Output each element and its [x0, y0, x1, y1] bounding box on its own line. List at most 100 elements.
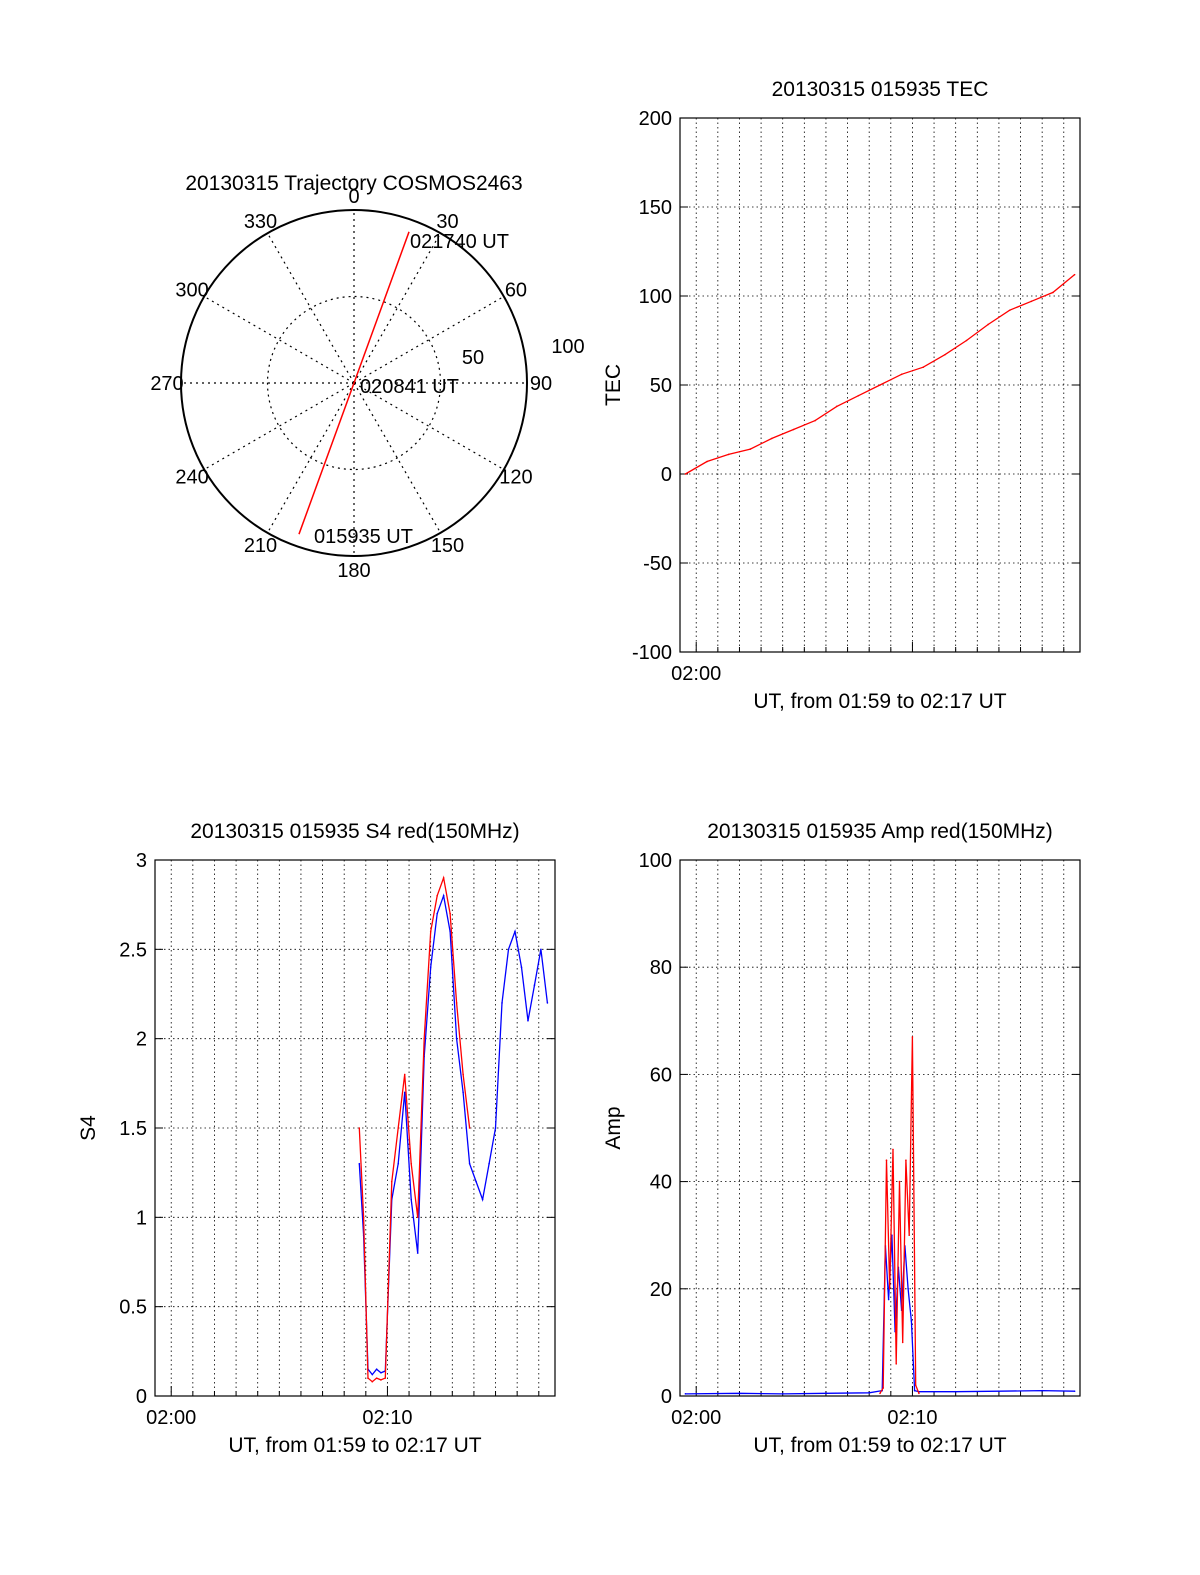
s4-data-point	[475, 1180, 477, 1183]
amp-data-point	[908, 1234, 910, 1236]
s4-series-1	[358, 875, 471, 1383]
tec-plot-frame	[679, 117, 1081, 653]
s4-grid	[155, 860, 555, 1396]
tec-ytick-label: -50	[643, 553, 672, 575]
tec-series-0	[684, 273, 1076, 475]
polar-spoke	[353, 382, 442, 534]
tec-data-point	[1030, 300, 1033, 303]
amp-data-point	[825, 1392, 827, 1395]
amp-data-point	[998, 1390, 1000, 1392]
azimuth-tick-label: 180	[337, 560, 370, 582]
amp-data-point	[738, 1392, 741, 1395]
amp-data-point	[1041, 1389, 1043, 1392]
tec-data-point	[727, 453, 730, 456]
s4-data-point	[501, 1002, 503, 1004]
s4-data-point	[397, 1162, 400, 1165]
azimuth-tick-label: 150	[431, 535, 464, 557]
s4-xlabel: UT, from 01:59 to 02:17 UT	[228, 1434, 481, 1457]
s4-ytick-label: 1	[136, 1207, 147, 1229]
s4-data-point	[375, 1368, 378, 1370]
polar-spoke	[203, 382, 355, 471]
s4-data-point	[358, 1162, 361, 1165]
s4-data-point	[436, 912, 438, 915]
azimuth-tick-label: 270	[150, 373, 183, 395]
polar-spoke	[266, 232, 355, 384]
s4-data-point	[384, 1377, 387, 1379]
tec-chart: 20130315 015935 TEC 200 150 100 50 0 -50 -10002…	[602, 78, 1081, 713]
s4-data-point	[514, 930, 516, 933]
polar-spoke	[353, 382, 505, 471]
amp-data-point	[954, 1390, 957, 1393]
satellite-track	[298, 231, 410, 535]
tec-data-point	[684, 473, 687, 475]
s4-data-point	[481, 1198, 484, 1201]
s4-data-point	[362, 1216, 365, 1219]
tec-ytick-label: 50	[650, 375, 672, 397]
s4-ytick-label: 0.5	[119, 1297, 147, 1319]
amp-series-0	[684, 1234, 1076, 1395]
s4-data-point	[436, 894, 438, 897]
azimuth-tick-label: 0	[348, 186, 359, 208]
amp-ytick-label: 20	[650, 1279, 672, 1301]
tec-xtick-label: 02:00	[671, 663, 721, 685]
tec-data-point	[1052, 291, 1054, 294]
s4-data-point	[371, 1380, 374, 1383]
tec-data-point	[922, 366, 925, 369]
tec-data-point	[835, 405, 838, 408]
amp-series-line	[879, 1036, 920, 1394]
amp-chart: 20130315 015935 Amp red(150MHz) 100 80 60 40…	[602, 820, 1081, 1457]
amp-xtick-label: 02:10	[887, 1407, 937, 1429]
s4-data-point	[488, 1162, 490, 1165]
amp-ytick-label: 100	[639, 850, 672, 872]
amp-xlabel: UT, from 01:59 to 02:17 UT	[753, 1434, 1006, 1457]
s4-data-point	[533, 984, 536, 986]
amp-data-point	[882, 1387, 885, 1389]
s4-data-point	[429, 930, 432, 933]
mid-time-label: 020841 UT	[360, 376, 459, 398]
polar-spoke	[203, 295, 355, 384]
s4-data-point	[520, 966, 523, 968]
tec-xlabel: UT, from 01:59 to 02:17 UT	[753, 690, 1006, 713]
amp-data-point	[911, 1036, 914, 1038]
azimuth-tick-label: 210	[244, 535, 277, 557]
amp-ytick-label: 80	[650, 957, 672, 979]
tec-ytick-label: 0	[661, 464, 672, 486]
s4-data-point	[358, 1127, 361, 1129]
s4-ytick-label: 3	[136, 850, 147, 872]
amp-data-point	[781, 1393, 784, 1395]
tec-data-point	[1073, 273, 1076, 276]
amp-data-point	[910, 1320, 913, 1322]
s4-data-point	[397, 1127, 400, 1129]
amp-data-point	[887, 1298, 890, 1301]
polar-grid	[181, 210, 527, 556]
s4-data-point	[403, 1091, 406, 1094]
tec-data-point	[749, 448, 752, 450]
tec-data-point	[792, 428, 795, 431]
s4-data-point	[375, 1377, 378, 1379]
amp-data-point	[901, 1341, 904, 1344]
amp-ytick-label: 0	[661, 1386, 672, 1408]
amp-series-line	[685, 1235, 1075, 1395]
amp-data-point	[1073, 1390, 1076, 1392]
s4-data-point	[507, 948, 510, 951]
s4-xtick-label: 02:10	[362, 1407, 412, 1429]
s4-series-line	[358, 875, 471, 1383]
azimuth-tick-label: 300	[175, 280, 208, 302]
s4-data-point	[410, 1162, 413, 1165]
amp-ylabel: Amp	[602, 1106, 625, 1149]
amp-plot-frame	[679, 859, 1081, 1397]
amp-data-point	[684, 1393, 687, 1395]
end-time-label: 021740 UT	[410, 231, 509, 253]
amp-data-point	[895, 1363, 898, 1365]
amp-data-point	[918, 1392, 920, 1395]
s4-data-point	[540, 948, 542, 951]
azimuth-tick-label: 60	[505, 280, 527, 302]
tec-ytick-label: -100	[632, 642, 672, 664]
s4-data-point	[449, 912, 451, 915]
s4-data-point	[455, 1002, 458, 1004]
polar-outer-circle	[180, 209, 528, 557]
tec-data-point	[771, 437, 773, 440]
tec-data-point	[814, 419, 816, 422]
polar-azimuth-ticks: 0 30 60 90 120 150 180 210 240 270 300 330	[150, 186, 552, 582]
